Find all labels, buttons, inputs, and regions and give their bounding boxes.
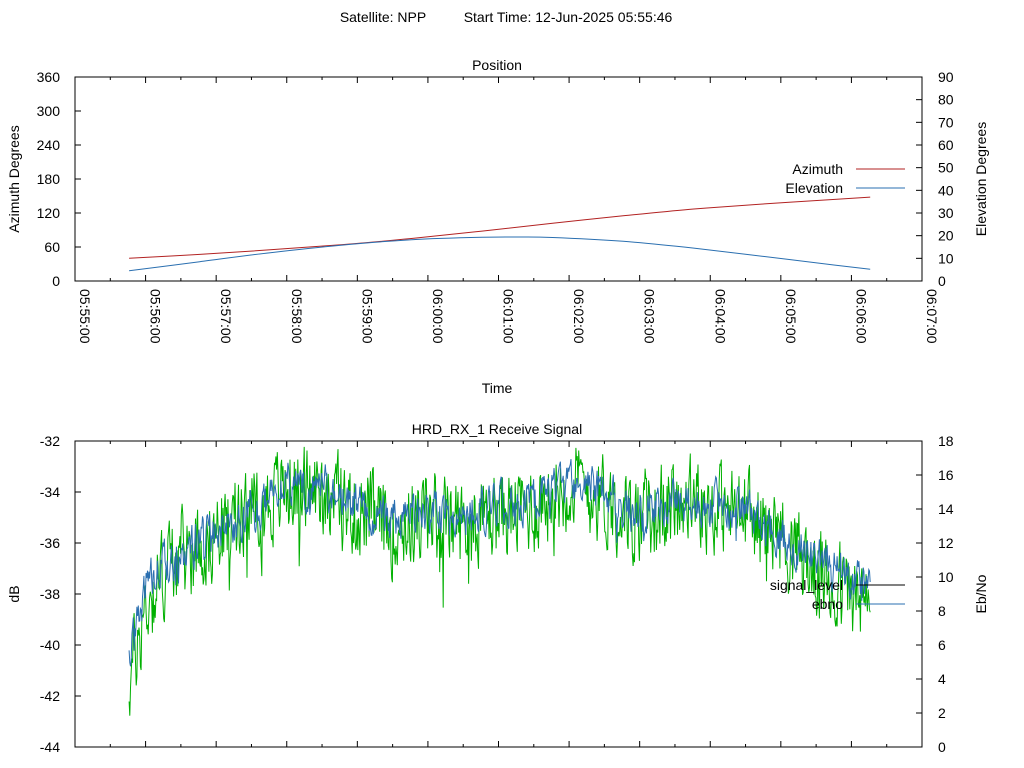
position-x-tick-label: 06:06:00 (853, 289, 869, 344)
receive-signal-right-tick-label: 2 (938, 705, 946, 721)
receive-signal-legend-label-ebno: ebno (812, 596, 843, 612)
position-right-tick-label: 70 (938, 114, 954, 130)
position-x-tick-label: 06:05:00 (783, 289, 799, 344)
receive-signal-right-tick-label: 16 (938, 467, 954, 483)
receive-signal-right-tick-label: 12 (938, 535, 954, 551)
position-legend-label-azimuth: Azimuth (792, 161, 843, 177)
receive-signal-right-tick-label: 6 (938, 637, 946, 653)
position-x-tick-label: 05:59:00 (359, 289, 375, 344)
position-right-tick-label: 0 (938, 273, 946, 289)
position-series-azimuth-line (129, 196, 871, 259)
receive-signal-right-tick-label: 18 (938, 433, 954, 449)
position-x-tick-label: 06:00:00 (430, 289, 446, 344)
position-x-tick-label: 06:07:00 (924, 289, 940, 344)
position-right-tick-label: 50 (938, 160, 954, 176)
receive-signal-right-tick-label: 4 (938, 671, 946, 687)
position-x-tick-label: 06:01:00 (501, 289, 517, 344)
position-legend-label-elevation: Elevation (785, 180, 843, 196)
receive-signal-chart: HRD_RX_1 Receive Signal dB Eb/No -44-42-… (6, 421, 989, 755)
position-chart: Position Azimuth Degrees Elevation Degre… (6, 57, 989, 396)
position-legend: Azimuth Elevation (785, 161, 905, 196)
receive-signal-left-tick-label: -44 (40, 739, 60, 755)
position-left-tick-label: 240 (37, 137, 61, 153)
position-x-tick-label: 05:57:00 (218, 289, 234, 344)
receive-signal-left-tick-label: -34 (40, 484, 60, 500)
position-right-tick-label: 20 (938, 228, 954, 244)
position-series-elevation-line (129, 236, 871, 272)
receive-signal-left-tick-label: -42 (40, 688, 60, 704)
position-left-tick-label: 300 (37, 103, 61, 119)
position-x-tick-label: 05:58:00 (289, 289, 305, 344)
satellite-label: Satellite: NPP (340, 9, 426, 25)
position-right-tick-label: 10 (938, 250, 954, 266)
position-ticks: 0 60 120 180 240 300 360 0 10 20 30 40 50 60 70 80 90 05:… (37, 69, 954, 344)
start-time-label: Start Time: 12-Jun-2025 05:55:46 (464, 9, 673, 25)
position-left-tick-label: 360 (37, 69, 61, 85)
receive-signal-legend-label-signal-level: signal_level (770, 577, 843, 593)
position-right-tick-label: 30 (938, 205, 954, 221)
receive-signal-series-ebno-line (128, 459, 871, 667)
position-x-tick-label: 05:56:00 (148, 289, 164, 344)
receive-signal-right-tick-label: 8 (938, 603, 946, 619)
receive-signal-right-tick-label: 14 (938, 501, 954, 517)
position-left-tick-label: 60 (44, 239, 60, 255)
receive-signal-right-tick-label: 10 (938, 569, 954, 585)
receive-signal-ticks: -44 -42 -40 -38 -36 -34 -32 0 2 4 6 8 10 12 14 16 18 (40, 433, 954, 755)
position-series (129, 196, 871, 272)
receive-signal-series (128, 459, 871, 667)
position-right-tick-label: 90 (938, 69, 954, 85)
position-chart-title: Position (472, 57, 522, 73)
position-left-tick-label: 120 (37, 205, 61, 221)
receive-signal-right-axis-label: Eb/No (973, 574, 989, 613)
position-x-tick-label: 06:04:00 (712, 289, 728, 344)
receive-signal-chart-title: HRD_RX_1 Receive Signal (412, 421, 582, 437)
position-right-tick-label: 40 (938, 182, 954, 198)
receive-signal-left-axis-label: dB (6, 585, 22, 602)
position-x-tick-label: 06:03:00 (642, 289, 658, 344)
receive-signal-left-tick-label: -36 (40, 535, 60, 551)
position-left-axis-label: Azimuth Degrees (6, 125, 22, 232)
receive-signal-left-tick-label: -32 (40, 433, 60, 449)
position-right-axis-label: Elevation Degrees (973, 122, 989, 236)
position-left-tick-label: 0 (52, 273, 60, 289)
position-right-tick-label: 60 (938, 137, 954, 153)
position-x-tick-label: 05:55:00 (77, 289, 93, 344)
position-right-tick-label: 80 (938, 92, 954, 108)
receive-signal-left-tick-label: -38 (40, 586, 60, 602)
receive-signal-left-tick-label: -40 (40, 637, 60, 653)
position-left-tick-label: 180 (37, 171, 61, 187)
receive-signal-right-tick-label: 0 (938, 739, 946, 755)
position-x-tick-label: 06:02:00 (571, 289, 587, 344)
position-x-axis-label: Time (482, 380, 513, 396)
